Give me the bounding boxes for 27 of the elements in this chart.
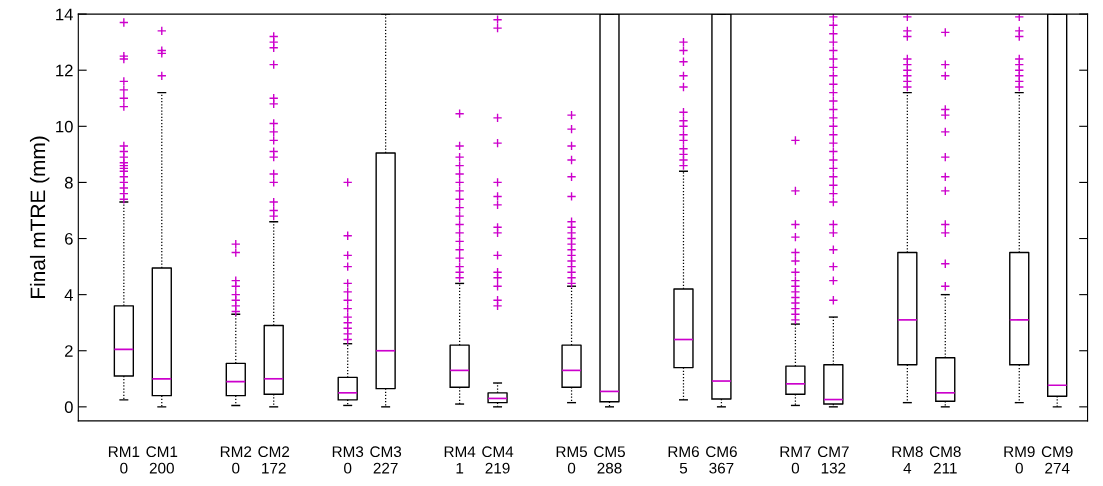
x-tick-label: RM6 5 xyxy=(668,446,699,474)
x-tick-label: CM9 274 xyxy=(1041,446,1073,474)
y-tick-label: 4 xyxy=(64,289,73,301)
y-tick-label: 14 xyxy=(56,8,73,21)
y-tick-label: 2 xyxy=(65,345,73,357)
x-tick-label: CM5 288 xyxy=(594,446,625,474)
x-tick-label: CM8 211 xyxy=(929,446,961,474)
y-tick-label: 12 xyxy=(56,64,73,77)
x-tick-label: RM9 0 xyxy=(1004,446,1035,474)
x-tick-label: RM5 0 xyxy=(556,446,588,474)
x-tick-label: CM6 367 xyxy=(706,446,737,474)
x-tick-label: CM1 200 xyxy=(146,446,178,474)
x-tick-label: RM3 0 xyxy=(332,446,364,474)
y-tick-label: 0 xyxy=(64,401,73,414)
y-tick-label: 8 xyxy=(64,176,73,189)
y-tick-label: 10 xyxy=(56,120,73,133)
y-axis-title: Final mTRE (mm) xyxy=(29,136,50,298)
x-tick-label: CM2 172 xyxy=(258,446,290,474)
x-tick-label: RM4 1 xyxy=(444,446,476,474)
y-tick-label: 6 xyxy=(65,232,73,245)
x-tick-label: RM7 0 xyxy=(780,446,811,474)
x-tick-label: CM4 219 xyxy=(482,446,514,474)
x-tick-label: RM1 0 xyxy=(108,446,140,474)
x-tick-label: CM3 227 xyxy=(370,446,402,474)
x-tick-label: RM8 4 xyxy=(892,446,923,474)
x-tick-label: RM2 0 xyxy=(220,446,252,474)
x-tick-label: CM7 132 xyxy=(818,446,849,474)
